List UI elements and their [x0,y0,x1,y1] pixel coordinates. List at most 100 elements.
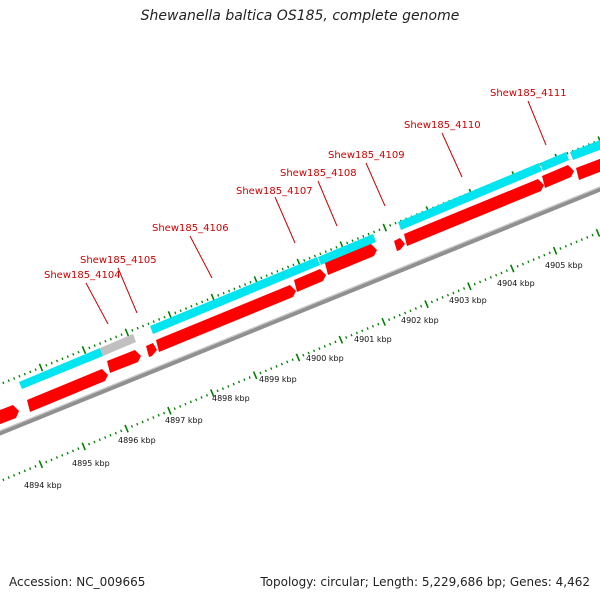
scale-label-4902: 4902 kbp [401,316,439,325]
gene-reverse-k[interactable] [576,157,600,180]
upper-track-tick [195,302,198,306]
gene-label-4108[interactable]: Shew185_4108 [280,168,357,179]
scale-tick [516,264,519,268]
scale-tick [521,262,525,266]
scale-tick [323,344,326,348]
gene-label-4110[interactable]: Shew185_4110 [404,120,481,131]
scale-tick [361,329,364,333]
scale-tick [243,378,246,382]
gene-forward-4107[interactable] [288,257,320,277]
gene-reverse-g[interactable] [325,244,377,275]
scale-label-4903: 4903 kbp [449,296,487,305]
gene-forward-4104[interactable] [19,348,103,389]
scale-tick [387,318,391,322]
scale-tick [291,358,294,362]
gene-reverse-a[interactable] [0,405,19,426]
scale-tick [173,407,176,410]
gene-forward-4106[interactable] [150,269,291,334]
gene-reverse-e[interactable] [156,285,296,352]
upper-track-tick [29,370,32,374]
scale-tick [286,360,289,364]
scale-label-4905: 4905 kbp [545,261,583,270]
scale-tick [575,240,578,244]
scale-tick [232,382,235,386]
gene-reverse-i[interactable] [404,179,544,246]
scale-tick [50,458,53,462]
scale-tick [98,438,101,442]
gene-forward-4108[interactable] [318,234,376,265]
upper-track-tick [66,355,69,358]
upper-track-tick [367,232,370,236]
gene-label-4111[interactable]: Shew185_4111 [490,88,567,99]
scale-tick [537,256,541,259]
gene-reverse-h[interactable] [394,238,405,251]
gene-reverse-d[interactable] [146,343,157,357]
gene-label-4104[interactable]: Shew185_4104 [44,270,121,281]
scale-tick [248,376,251,379]
scale-tick [436,298,439,302]
scale-tick [264,369,267,373]
scale-tick [114,431,117,435]
scale-tick [167,406,172,415]
scale-tick [270,367,273,370]
gene-label-4106[interactable]: Shew185_4106 [152,223,229,234]
gene-forward-4111a[interactable] [540,152,569,171]
scale-tick [409,309,412,313]
gene-pseudo-4105[interactable] [100,334,136,356]
scale-tick [252,371,258,380]
gene-label-4109[interactable]: Shew185_4109 [328,150,405,161]
upper-track-tick [141,324,145,328]
upper-track-tick [109,337,112,341]
upper-track-tick [13,377,16,380]
upper-track-tick [394,221,397,225]
scale-tick [45,460,48,464]
genome-summary-text: Topology: circular; Length: 5,229,686 bp… [260,575,590,589]
upper-track-tick [45,363,48,367]
scale-tick [66,451,69,455]
scale-label-4901: 4901 kbp [354,335,392,344]
scale-tick [61,453,64,457]
scale-tick [136,422,139,426]
upper-track-tick [77,350,80,354]
scale-tick [38,460,44,469]
scale-tick [484,278,487,281]
gene-forward-4110[interactable] [398,163,542,230]
gene-reverse-f[interactable] [294,269,326,292]
upper-track-tick [7,379,10,382]
scale-tick [71,449,75,453]
scale-tick [109,433,112,437]
scale-tick [500,271,503,275]
upper-track-tick [276,269,279,273]
scale-tick [564,244,567,248]
scale-label-4904: 4904 kbp [497,279,535,288]
gene-reverse-j[interactable] [542,165,574,188]
scale-tick [452,291,455,295]
scale-tick [146,418,150,422]
scale-tick [200,396,203,399]
upper-track-tick [566,151,569,155]
gene-reverse-c[interactable] [107,350,141,373]
scale-tick [505,269,508,273]
gene-label-4107[interactable]: Shew185_4107 [236,186,313,197]
scale-tick [120,429,123,433]
scale-tick [350,333,353,337]
gene-forward-4111b[interactable] [570,138,600,160]
upper-track-tick [324,250,327,254]
upper-track-tick [313,254,317,258]
upper-track-tick [104,339,107,343]
upper-track-tick [351,239,354,243]
gene-label-4105[interactable]: Shew185_4105 [80,255,157,266]
scale-tick [295,353,301,362]
scale-tick [495,273,498,277]
scale-tick-track [0,228,600,486]
upper-track-tick [93,344,96,348]
upper-track-tick [38,363,44,372]
scale-tick [157,413,160,417]
upper-track-tick [233,287,236,291]
upper-track-tick [120,333,123,337]
scale-tick [509,264,515,273]
upper-track-tick [303,259,306,262]
gene-reverse-b[interactable] [27,369,108,412]
scale-tick [162,411,166,415]
